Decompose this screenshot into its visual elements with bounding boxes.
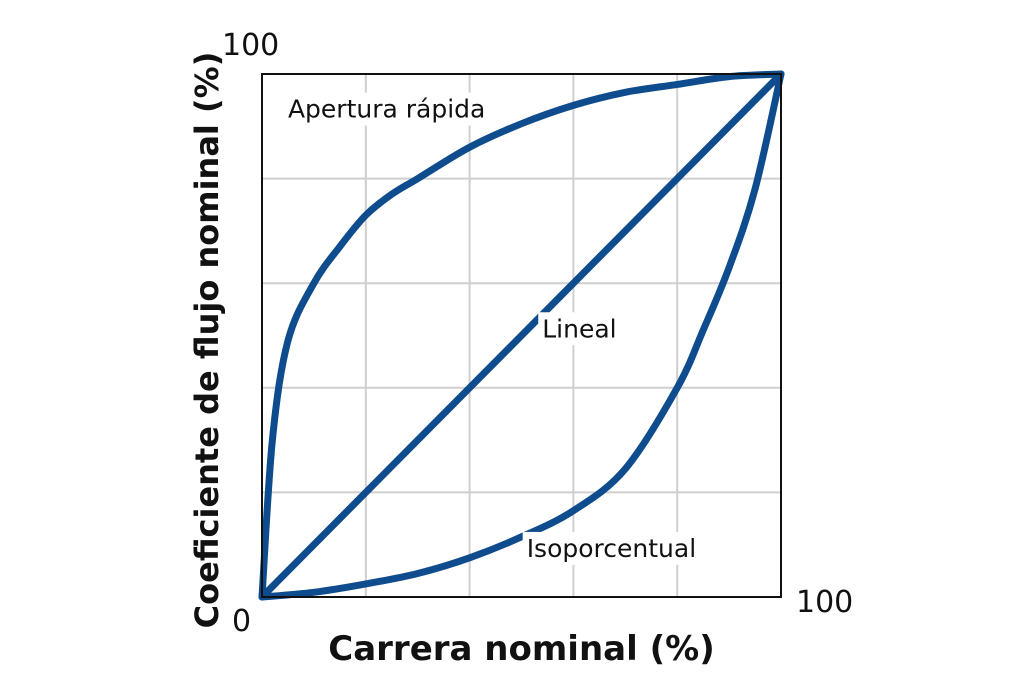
- linear-curve: [258, 70, 785, 601]
- curves: [258, 70, 785, 601]
- plot-frame: [261, 73, 782, 598]
- x-axis-title: Carrera nominal (%): [328, 629, 714, 669]
- y-axis-title: Coeficiente de flujo nominal (%): [188, 52, 226, 629]
- curve-label-background: [538, 312, 621, 346]
- quick-opening-curve: [258, 70, 785, 601]
- curve-label-background: [283, 92, 490, 126]
- equal-percentage-curve: [258, 70, 785, 601]
- tick-label-origin: 0: [232, 604, 251, 639]
- tick-label-y-max: 100: [222, 28, 279, 63]
- tick-label-x-max: 100: [796, 585, 853, 620]
- curve-labels: Apertura rápida Lineal Isoporcentual: [283, 92, 701, 565]
- label-quick-opening: Apertura rápida: [288, 95, 485, 124]
- label-linear: Lineal: [542, 314, 616, 343]
- curve-label-background: [522, 531, 701, 565]
- label-equal-percentage: Isoporcentual: [527, 534, 696, 563]
